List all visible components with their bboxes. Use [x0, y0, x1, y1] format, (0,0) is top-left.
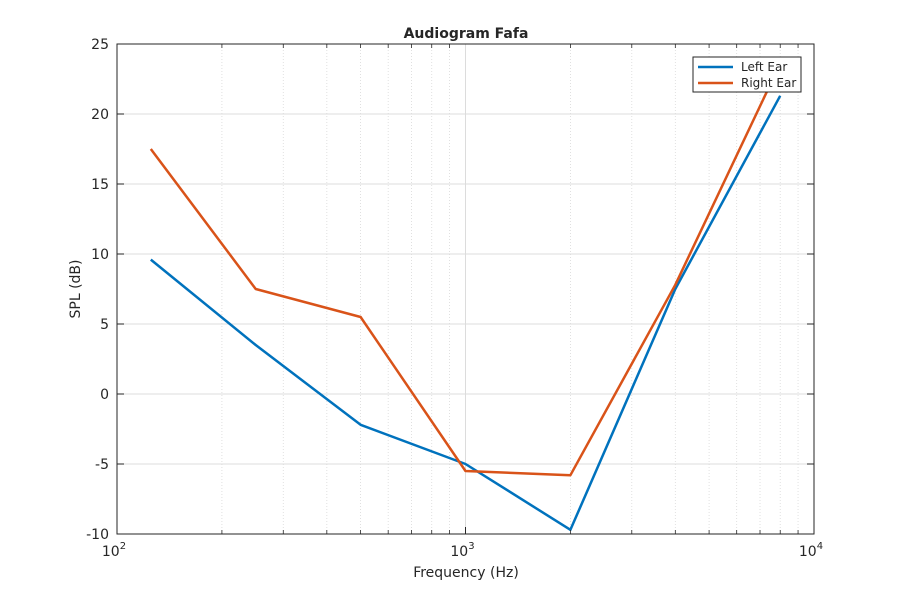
y-tick-label: 15: [91, 177, 109, 193]
x-axis-label: Frequency (Hz): [413, 565, 519, 581]
chart-title: Audiogram Fafa: [404, 26, 529, 42]
y-tick-label: 25: [91, 37, 109, 53]
axis-ticks: 102 103 104 -10 -5 0 5 10 15 20 25: [86, 37, 823, 560]
series-line-right-ear: [149, 63, 782, 477]
series-line-left-ear: [150, 95, 782, 532]
legend-box: [692, 56, 802, 93]
y-tick-label: 5: [100, 317, 109, 333]
y-tick-label: 0: [100, 387, 109, 403]
y-axis-label: SPL (dB): [68, 260, 84, 319]
y-tick-label: -5: [95, 457, 109, 473]
y-tick-label: 10: [91, 247, 109, 263]
x-tick-label: 103: [450, 541, 474, 560]
data-series: [149, 63, 782, 532]
legend[interactable]: Left Ear Right Ear: [692, 56, 802, 93]
legend-entry-label: Left Ear: [741, 60, 787, 74]
y-tick-label: -10: [86, 527, 109, 543]
y-tick-label: 20: [91, 107, 109, 123]
legend-entry-label: Right Ear: [741, 76, 796, 90]
x-tick-label: 102: [102, 541, 126, 560]
x-tick-label: 104: [799, 541, 823, 560]
